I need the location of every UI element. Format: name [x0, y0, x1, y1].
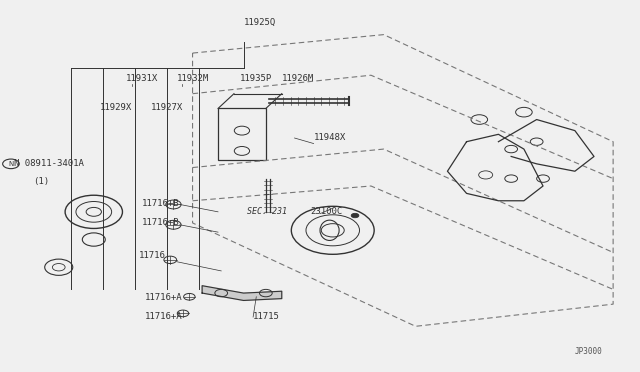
Text: 11716+A: 11716+A	[145, 312, 182, 321]
Text: JP3000: JP3000	[575, 347, 603, 356]
Text: N 08911-3401A: N 08911-3401A	[14, 158, 84, 167]
Text: 11932M: 11932M	[177, 74, 209, 83]
Text: 11925Q: 11925Q	[244, 18, 276, 27]
Text: 11927X: 11927X	[151, 103, 184, 112]
Text: 23100C: 23100C	[310, 206, 342, 215]
Text: 11926M: 11926M	[282, 74, 314, 83]
Text: 11929X: 11929X	[100, 103, 132, 112]
Text: 11715: 11715	[253, 312, 280, 321]
Text: 11716: 11716	[138, 251, 165, 260]
Polygon shape	[202, 286, 282, 301]
Text: N: N	[8, 161, 13, 167]
Text: 11716+B: 11716+B	[141, 199, 179, 208]
Bar	[218, 109, 266, 160]
Text: 11931X: 11931X	[125, 74, 158, 83]
Circle shape	[351, 213, 359, 218]
Text: (1): (1)	[33, 177, 49, 186]
Text: 11948X: 11948X	[314, 133, 346, 142]
Text: 11716+B: 11716+B	[141, 218, 179, 227]
Text: SEC. 231: SEC. 231	[246, 206, 287, 215]
Text: 11935P: 11935P	[241, 74, 273, 83]
Text: 11716+A: 11716+A	[145, 293, 182, 302]
